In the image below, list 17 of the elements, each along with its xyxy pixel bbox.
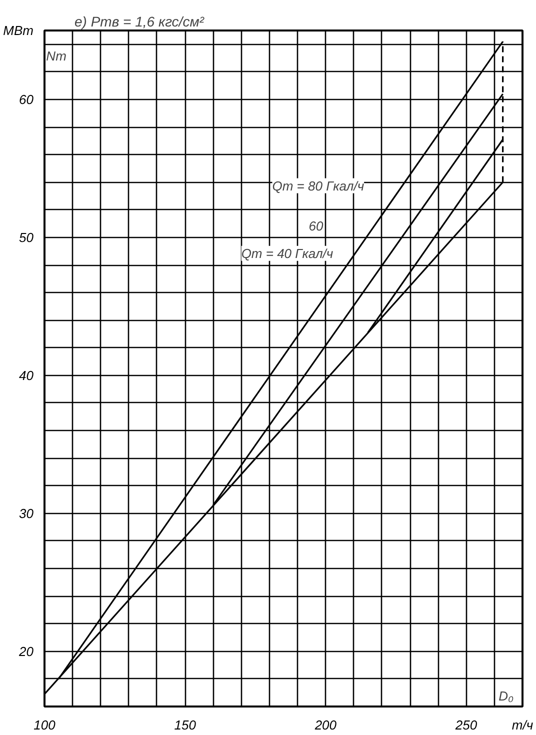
annotation: Qт = 40 Гкал/ч	[241, 246, 334, 261]
x-tick-label: 200	[314, 718, 338, 732]
x-tick-label: 100	[34, 718, 56, 732]
annotation: 60	[308, 218, 324, 234]
y-tick-label: 20	[18, 644, 34, 659]
annotation: Qт = 80 Гкал/ч	[272, 178, 364, 194]
y-tick-label: 40	[19, 368, 34, 383]
x-tick-label: 250	[454, 718, 478, 732]
x-tick-label: 150	[174, 718, 197, 732]
x-axis-title: т/ч	[512, 718, 534, 732]
y-tick-label: 30	[19, 506, 34, 521]
chart-title: е) Pтв = 1,6 кгс/см²	[74, 14, 206, 30]
annotation: D₀	[498, 688, 514, 704]
annotation: Nт	[46, 48, 67, 64]
y-axis-title: МВт	[3, 23, 34, 38]
y-tick-label: 50	[19, 230, 34, 245]
y-tick-label: 60	[19, 92, 34, 107]
